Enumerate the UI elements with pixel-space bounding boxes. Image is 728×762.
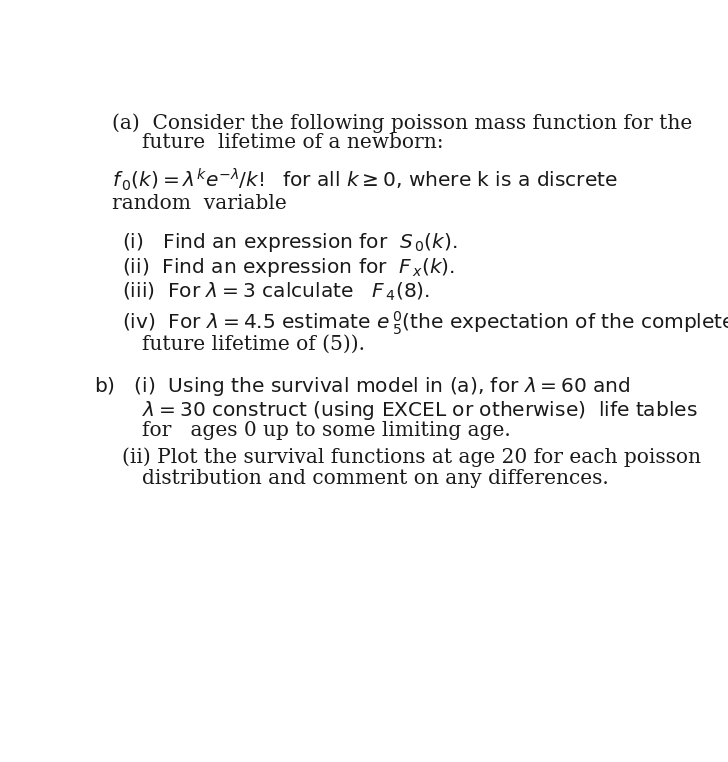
Text: (a)  Consider the following poisson mass function for the: (a) Consider the following poisson mass … xyxy=(112,113,692,133)
Text: (ii) Plot the survival functions at age 20 for each poisson: (ii) Plot the survival functions at age … xyxy=(122,447,701,466)
Text: (iv)  For $\lambda = 4.5$ estimate $e\,{}^{0}_{5}$(the expectation of the comple: (iv) For $\lambda = 4.5$ estimate $e\,{}… xyxy=(122,309,728,337)
Text: $f_{\,0}(k) = \lambda^{k}e^{-\lambda}/k!$  for all $k \geq 0$, where k is a disc: $f_{\,0}(k) = \lambda^{k}e^{-\lambda}/k!… xyxy=(112,167,618,193)
Text: b)   (i)  Using the survival model in (a), for $\lambda = 60$ and: b) (i) Using the survival model in (a), … xyxy=(94,376,630,399)
Text: (ii)  Find an expression for  $F_{\,x}(k)$.: (ii) Find an expression for $F_{\,x}(k)$… xyxy=(122,256,455,279)
Text: random  variable: random variable xyxy=(112,194,287,213)
Text: for   ages 0 up to some limiting age.: for ages 0 up to some limiting age. xyxy=(142,421,510,440)
Text: $\lambda = 30$ construct (using EXCEL or otherwise)  life tables: $\lambda = 30$ construct (using EXCEL or… xyxy=(142,399,697,422)
Text: (i)   Find an expression for  $S_{\,0}(k)$.: (i) Find an expression for $S_{\,0}(k)$. xyxy=(122,231,457,254)
Text: (iii)  For $\lambda = 3$ calculate   $F_{\,4}(8)$.: (iii) For $\lambda = 3$ calculate $F_{\,… xyxy=(122,280,430,303)
Text: future  lifetime of a newborn:: future lifetime of a newborn: xyxy=(142,133,443,152)
Text: distribution and comment on any differences.: distribution and comment on any differen… xyxy=(142,469,609,488)
Text: future lifetime of (5)).: future lifetime of (5)). xyxy=(142,335,365,354)
